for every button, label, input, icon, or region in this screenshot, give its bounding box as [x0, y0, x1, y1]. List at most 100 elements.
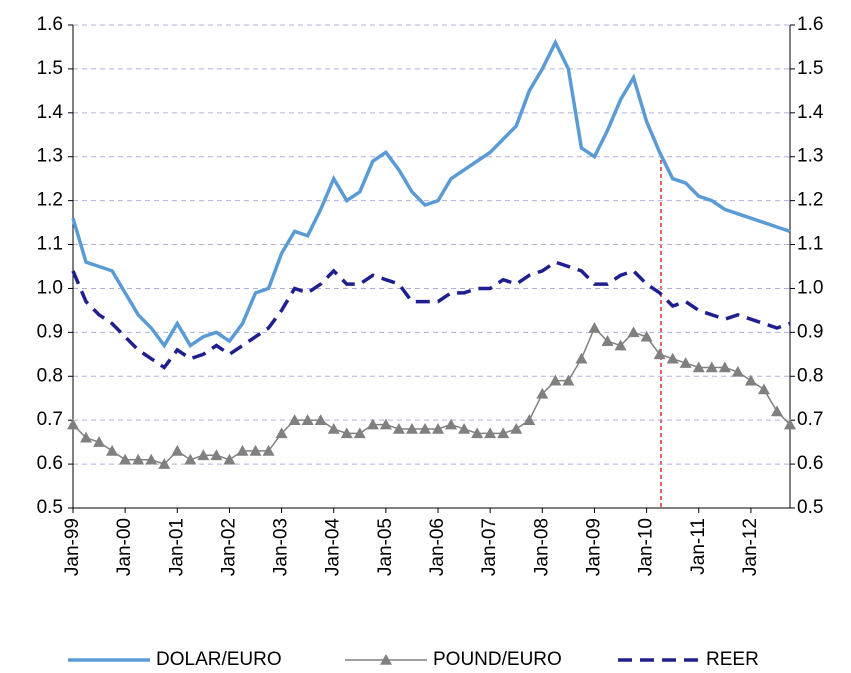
- series-line: [71, 38, 791, 349]
- series-marker: [601, 335, 614, 346]
- y2-tick-label: 1.4: [797, 102, 824, 123]
- series-marker: [301, 414, 314, 425]
- x-tick-label: Jan-04: [323, 518, 344, 577]
- y2-tick-label: 0.8: [797, 365, 823, 386]
- x-tick-label: Jan-99: [62, 518, 83, 576]
- series-marker: [67, 418, 79, 430]
- x-tick-label: Jan-09: [583, 518, 604, 576]
- series-marker: [392, 422, 405, 434]
- y-tick-label: 0.9: [37, 321, 63, 342]
- series-marker: [536, 387, 549, 399]
- series-marker: [353, 427, 366, 439]
- y-tick-label: 0.7: [37, 409, 63, 430]
- series-marker: [119, 453, 132, 465]
- series-marker: [562, 374, 575, 386]
- x-tick-label: Jan-01: [166, 518, 187, 576]
- series-marker: [523, 414, 536, 425]
- series-marker: [327, 422, 340, 434]
- y2-tick-label: 0.7: [797, 409, 823, 430]
- series-marker: [458, 422, 471, 434]
- y2-tick-label: 1.2: [797, 190, 823, 211]
- x-tick-label: Jan-10: [636, 518, 657, 576]
- series-marker: [262, 444, 275, 456]
- series-marker: [640, 330, 653, 342]
- y2-tick-label: 1.0: [797, 277, 823, 298]
- series-marker: [784, 418, 796, 430]
- series-marker: [666, 352, 679, 364]
- series-marker: [223, 453, 236, 465]
- series-marker: [418, 422, 431, 434]
- y-tick-label: 1.5: [37, 58, 63, 79]
- series-marker: [236, 444, 249, 456]
- series-marker: [106, 444, 119, 456]
- legend-label: DOLAR/EURO: [156, 649, 282, 670]
- series-marker: [340, 427, 353, 439]
- series-marker: [275, 427, 288, 439]
- y-tick-label: 1.6: [37, 14, 63, 35]
- series-marker: [405, 422, 418, 434]
- y-tick-label: 0.8: [37, 365, 63, 386]
- series-marker: [757, 383, 770, 395]
- series-marker: [744, 374, 757, 386]
- series-marker: [184, 453, 197, 465]
- series-marker: [288, 414, 301, 425]
- series-marker: [510, 422, 523, 434]
- y2-tick-label: 0.5: [797, 497, 823, 518]
- legend-label: REER: [706, 649, 759, 670]
- y2-tick-label: 0.6: [797, 453, 823, 474]
- series-marker: [171, 444, 184, 456]
- series-marker: [314, 414, 327, 425]
- series-marker: [705, 361, 718, 373]
- series-marker: [627, 326, 640, 338]
- series-marker: [614, 339, 627, 351]
- series-line: [72, 326, 791, 465]
- series-marker: [471, 427, 484, 439]
- series-marker: [249, 444, 262, 456]
- x-tick-label: Jan-11: [688, 518, 709, 575]
- series-marker: [692, 361, 705, 373]
- legend-label: POUND/EURO: [433, 649, 562, 670]
- series-line: [71, 260, 791, 370]
- y2-tick-label: 1.5: [797, 58, 823, 79]
- legend-marker: [380, 654, 392, 665]
- y-tick-label: 1.3: [37, 146, 63, 167]
- y2-tick-label: 1.6: [797, 14, 823, 35]
- series-marker: [575, 352, 588, 364]
- y-tick-label: 0.6: [37, 453, 63, 474]
- y-tick-label: 0.5: [37, 497, 63, 518]
- x-tick-label: Jan-03: [271, 518, 292, 576]
- x-tick-label: Jan-07: [479, 518, 500, 576]
- x-tick-label: Jan-08: [531, 518, 552, 576]
- x-tick-label: Jan-00: [114, 518, 135, 576]
- x-tick-label: Jan-12: [740, 518, 761, 576]
- y2-tick-label: 0.9: [797, 321, 823, 342]
- y-tick-label: 1.2: [37, 190, 63, 211]
- y2-tick-label: 1.3: [797, 146, 823, 167]
- series-marker: [484, 427, 497, 439]
- series-marker: [145, 453, 158, 465]
- series-marker: [549, 374, 562, 386]
- series-marker: [770, 405, 783, 417]
- series-marker: [679, 357, 692, 368]
- y-tick-label: 1.0: [37, 277, 63, 298]
- series-marker: [210, 449, 223, 461]
- series-marker: [379, 418, 392, 430]
- series-marker: [93, 436, 106, 447]
- x-tick-label: Jan-06: [427, 518, 448, 576]
- series-marker: [497, 427, 510, 439]
- x-tick-label: Jan-02: [218, 518, 239, 576]
- series-marker: [588, 321, 601, 333]
- y-tick-label: 1.1: [37, 234, 63, 255]
- series-marker: [718, 361, 731, 373]
- y-tick-label: 1.4: [37, 102, 64, 123]
- series-marker: [158, 458, 171, 469]
- series-marker: [197, 449, 210, 461]
- y2-tick-label: 1.1: [797, 234, 823, 255]
- series-marker: [432, 422, 445, 434]
- series-marker: [731, 365, 744, 377]
- x-tick-label: Jan-05: [375, 518, 396, 576]
- series-marker: [132, 453, 145, 465]
- series-marker: [445, 418, 458, 430]
- series-marker: [653, 348, 666, 360]
